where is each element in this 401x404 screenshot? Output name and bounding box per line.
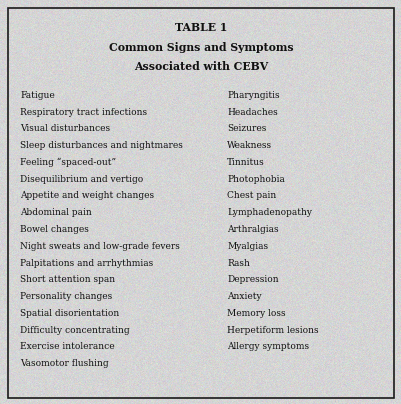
- Text: Myalgias: Myalgias: [227, 242, 267, 251]
- Text: Tinnitus: Tinnitus: [227, 158, 264, 167]
- Text: Memory loss: Memory loss: [227, 309, 285, 318]
- Text: Photophobia: Photophobia: [227, 175, 284, 184]
- Text: Depression: Depression: [227, 276, 278, 284]
- Text: Bowel changes: Bowel changes: [20, 225, 89, 234]
- Text: Short attention span: Short attention span: [20, 276, 115, 284]
- Text: Sleep disturbances and nightmares: Sleep disturbances and nightmares: [20, 141, 182, 150]
- Text: Allergy symptoms: Allergy symptoms: [227, 343, 308, 351]
- Text: Personality changes: Personality changes: [20, 292, 112, 301]
- Text: Rash: Rash: [227, 259, 249, 267]
- Text: Lymphadenopathy: Lymphadenopathy: [227, 208, 311, 217]
- Text: Respiratory tract infections: Respiratory tract infections: [20, 107, 147, 117]
- Text: Associated with CEBV: Associated with CEBV: [134, 61, 267, 72]
- Text: Vasomotor flushing: Vasomotor flushing: [20, 359, 108, 368]
- Text: Disequilibrium and vertigo: Disequilibrium and vertigo: [20, 175, 143, 184]
- Text: Headaches: Headaches: [227, 107, 277, 117]
- Text: Pharyngitis: Pharyngitis: [227, 91, 279, 100]
- Text: Palpitations and arrhythmias: Palpitations and arrhythmias: [20, 259, 153, 267]
- Text: Feeling “spaced-out”: Feeling “spaced-out”: [20, 158, 116, 167]
- Text: Night sweats and low-grade fevers: Night sweats and low-grade fevers: [20, 242, 180, 251]
- Text: Exercise intolerance: Exercise intolerance: [20, 343, 114, 351]
- Text: Weakness: Weakness: [227, 141, 271, 150]
- Text: Chest pain: Chest pain: [227, 191, 276, 200]
- Text: Visual disturbances: Visual disturbances: [20, 124, 110, 133]
- Text: Herpetiform lesions: Herpetiform lesions: [227, 326, 318, 335]
- Text: Difficulty concentrating: Difficulty concentrating: [20, 326, 130, 335]
- Text: Abdominal pain: Abdominal pain: [20, 208, 91, 217]
- Text: Arthralgias: Arthralgias: [227, 225, 278, 234]
- Text: Spatial disorientation: Spatial disorientation: [20, 309, 119, 318]
- Text: Appetite and weight changes: Appetite and weight changes: [20, 191, 154, 200]
- Text: TABLE 1: TABLE 1: [174, 22, 227, 33]
- Text: Fatigue: Fatigue: [20, 91, 55, 100]
- Text: Seizures: Seizures: [227, 124, 266, 133]
- Text: Anxiety: Anxiety: [227, 292, 261, 301]
- Text: Common Signs and Symptoms: Common Signs and Symptoms: [108, 42, 293, 53]
